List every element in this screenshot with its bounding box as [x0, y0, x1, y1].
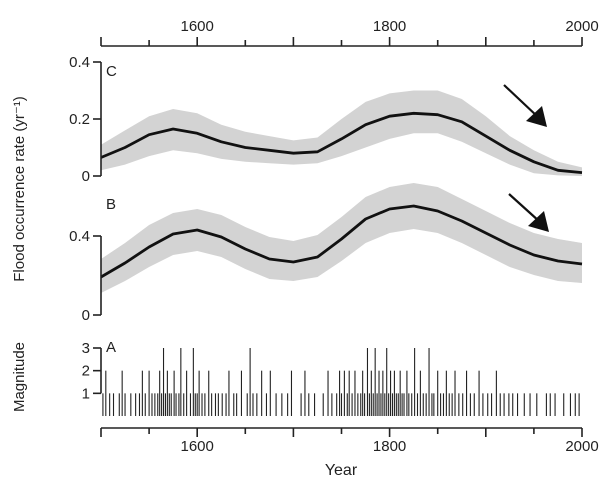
- y-tick-label: 0: [82, 168, 90, 185]
- bottom-year-tick-label: 1600: [181, 438, 214, 455]
- top-year-tick-label: 2000: [565, 18, 598, 35]
- bottom-year-tick-label: 1800: [373, 438, 406, 455]
- magnitude-axis-label: Magnitude: [11, 342, 28, 412]
- confidence-band: [101, 90, 582, 176]
- panel-label: C: [106, 63, 117, 80]
- bottom-year-axis: 1600 1800 2000: [100, 427, 599, 455]
- y-tick-label: 0.4: [69, 54, 90, 71]
- panel-c-rate-plot: 0 0.2 0.4 C: [69, 54, 583, 185]
- y-tick-label: 0.2: [69, 111, 90, 128]
- trend-arrow-shaft: [508, 193, 541, 223]
- rate-curve: [100, 111, 583, 174]
- panel-label: A: [106, 339, 116, 356]
- y-tick-label: 0.4: [69, 228, 90, 245]
- panel-b-rate-plot: 0 0.4 B: [69, 183, 583, 324]
- top-year-tick-label: 1800: [373, 18, 406, 35]
- trend-arrow-head: [526, 106, 547, 127]
- magnitude-tick-label: 1: [82, 385, 90, 402]
- x-axis-label: Year: [325, 462, 358, 479]
- top-year-tick-label: 1600: [181, 18, 214, 35]
- trend-arrow-head: [528, 211, 549, 232]
- y-axis-label: Flood occurrence rate (yr⁻¹): [11, 96, 28, 281]
- rate-curve: [100, 204, 583, 279]
- top-year-axis: 1600 1800 2000: [100, 18, 599, 47]
- trend-arrow-shaft: [503, 84, 539, 118]
- panel-a-magnitude-bars: 1 2 3 A: [82, 339, 580, 416]
- magnitude-tick-label: 2: [82, 363, 90, 380]
- y-tick-label: 0: [82, 307, 90, 324]
- panel-label: B: [106, 196, 116, 213]
- bottom-year-tick-label: 2000: [565, 438, 598, 455]
- magnitude-tick-label: 3: [82, 340, 90, 357]
